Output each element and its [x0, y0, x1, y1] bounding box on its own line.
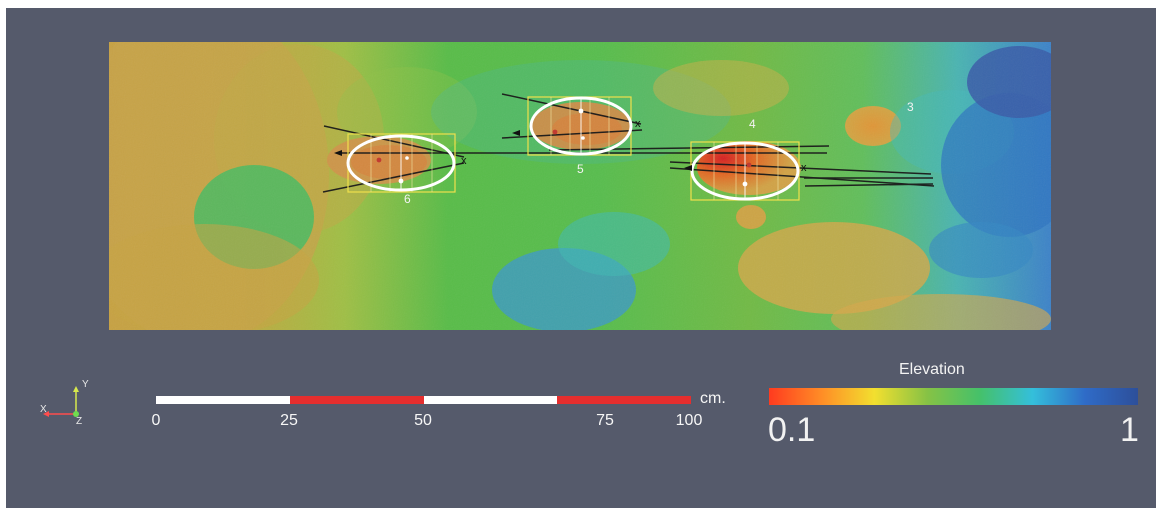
track-label-5: 5	[577, 162, 584, 176]
track-end-mark: x	[801, 162, 807, 174]
axis-z-label: Z	[76, 416, 83, 427]
scale-segment	[156, 396, 290, 404]
scale-tick-label: 50	[414, 412, 432, 429]
track-label-4: 4	[749, 117, 756, 131]
track-label-6: 6	[404, 192, 411, 206]
scale-tick-label: 75	[596, 412, 614, 429]
scale-segment	[423, 396, 558, 404]
elevation-colorbar	[769, 388, 1138, 405]
track-end-mark: x	[461, 155, 467, 167]
legend-min-label: 0.1	[768, 411, 816, 449]
viewer-canvas: 3 4 5 6 x x x X Y Z 0 25 50 75 100 cm. E…	[6, 8, 1156, 508]
track-label-3: 3	[907, 100, 914, 114]
legend-max-label: 1	[1120, 411, 1139, 449]
scale-tick-label: 100	[675, 412, 703, 429]
scale-segment	[289, 396, 424, 404]
direction-arrow	[334, 130, 692, 171]
scale-segment	[557, 396, 691, 404]
axis-y-label: Y	[82, 379, 89, 390]
track-end-mark: x	[635, 118, 641, 130]
scale-bar	[156, 396, 691, 404]
orientation-axes	[43, 386, 79, 417]
axis-x-label: X	[40, 404, 47, 415]
elevation-surface	[109, 42, 1051, 330]
elevation-map: 3 4 5 6 x x x	[109, 42, 1051, 330]
scale-tick-label: 25	[280, 412, 298, 429]
scale-tick-label: 0	[151, 412, 161, 429]
legend-title: Elevation	[899, 361, 965, 378]
scale-unit-label: cm.	[700, 390, 726, 407]
